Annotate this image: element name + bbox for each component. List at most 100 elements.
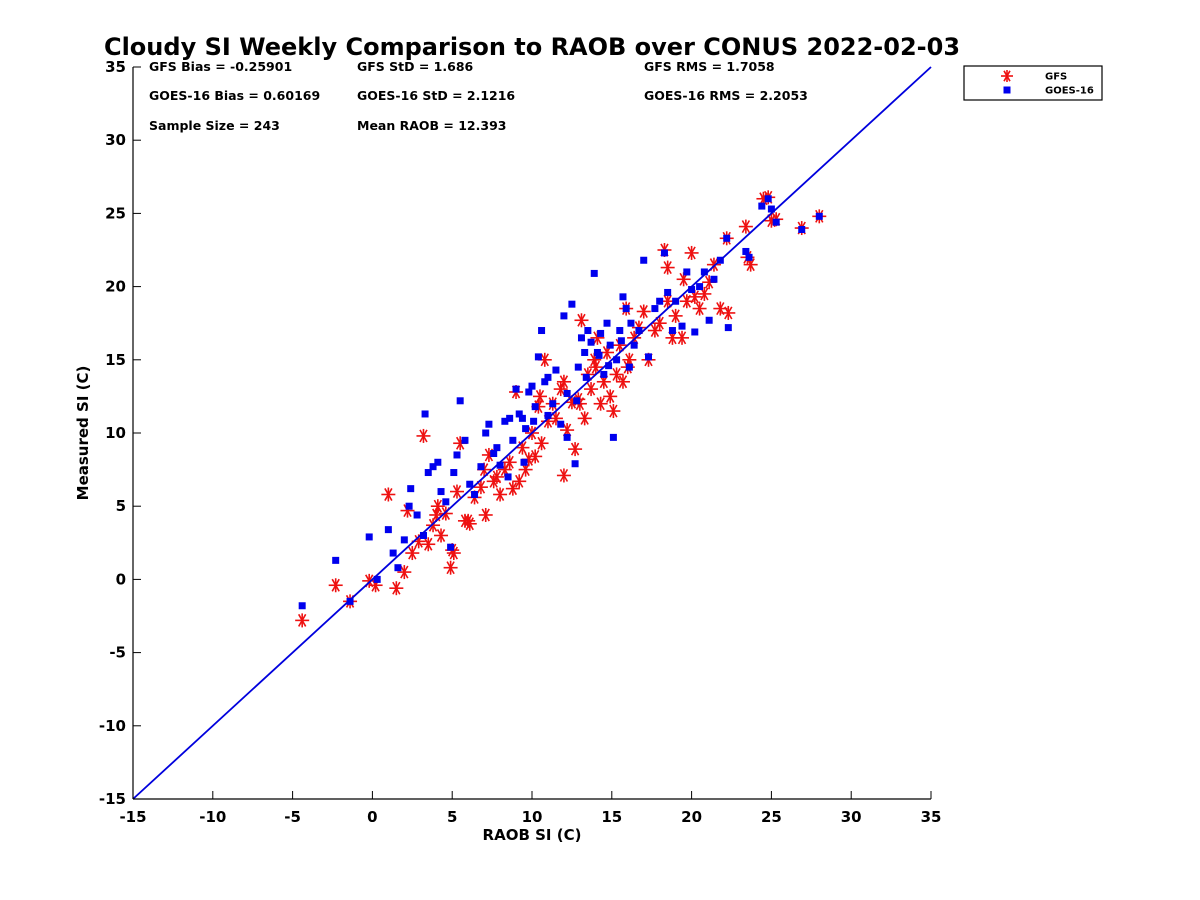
- stat-text: GOES-16 RMS = 2.2053: [644, 88, 808, 103]
- goes16-point: [630, 341, 638, 349]
- goes16-point: [625, 363, 633, 371]
- y-tick-label: -15: [99, 790, 126, 808]
- goes16-point: [541, 378, 549, 386]
- stat-text: Sample Size = 243: [149, 118, 280, 133]
- legend-label: GOES-16: [1045, 86, 1094, 97]
- goes16-point: [605, 362, 613, 370]
- goes16-point: [450, 469, 458, 477]
- gfs-point: [421, 537, 436, 552]
- goes16-point: [563, 433, 571, 441]
- axes: -15 -10 -5 0 5 10 15 20 25 30 35 -15 -10 -5 0 5 10 15 20 25…: [99, 58, 942, 826]
- goes16-point: [518, 414, 526, 422]
- goes16-point: [613, 356, 621, 364]
- goes16-point: [745, 253, 753, 261]
- x-tick-label: -10: [199, 808, 226, 826]
- goes16-point: [466, 480, 474, 488]
- goes16-point: [389, 549, 397, 557]
- goes16-point: [627, 319, 635, 327]
- gfs-point: [593, 396, 608, 411]
- goes16-point: [419, 531, 427, 539]
- goes16-point: [544, 373, 552, 381]
- gfs-point: [668, 308, 683, 323]
- stat-text: GFS Bias = -0.25901: [149, 59, 292, 74]
- goes16-point: [577, 334, 585, 342]
- gfs-point: [684, 245, 699, 260]
- goes16-point: [568, 300, 576, 308]
- goes16-point: [557, 420, 565, 428]
- goes16-point: [405, 502, 413, 510]
- goes16-point: [429, 463, 437, 471]
- legend-label: GFS: [1045, 72, 1067, 83]
- x-tick-label: -15: [119, 808, 146, 826]
- y-tick-label: 20: [105, 278, 126, 296]
- goes16-point: [298, 602, 306, 610]
- goes16-point: [581, 348, 589, 356]
- goes16-point: [520, 458, 528, 466]
- goes16-point: [764, 195, 772, 203]
- goes16-point: [606, 341, 614, 349]
- series-goes-16: [298, 195, 823, 610]
- x-tick-label: 15: [601, 808, 622, 826]
- goes16-point: [815, 212, 823, 220]
- legend: GFS GOES-16: [963, 65, 1103, 101]
- goes16-point: [688, 286, 696, 294]
- goes16-point: [573, 397, 581, 405]
- x-tick-label: 5: [447, 808, 457, 826]
- gfs-point: [405, 546, 420, 561]
- gfs-point: [400, 503, 415, 518]
- goes16-point: [651, 305, 659, 313]
- stat-text: GOES-16 StD = 2.1216: [357, 88, 515, 103]
- gfs-point: [556, 374, 571, 389]
- goes16-point: [506, 414, 514, 422]
- stat-text: GOES-16 Bias = 0.60169: [149, 88, 320, 103]
- goes16-point: [485, 420, 493, 428]
- y-tick-label: 35: [105, 58, 126, 76]
- x-tick-label: 20: [681, 808, 702, 826]
- goes16-point: [597, 329, 605, 337]
- goes16-point: [683, 268, 691, 276]
- goes16-point: [678, 322, 686, 330]
- goes16-point: [616, 327, 624, 335]
- goes16-point: [528, 382, 536, 390]
- goes16-point: [560, 312, 568, 320]
- x-tick-label: -5: [284, 808, 301, 826]
- goes16-point: [571, 460, 579, 468]
- goes16-point: [772, 218, 780, 226]
- reference-line: [132, 66, 932, 800]
- gfs-point: [461, 513, 476, 528]
- data-points: [295, 190, 827, 628]
- gfs-point: [697, 286, 712, 301]
- x-tick-label: 35: [921, 808, 942, 826]
- goes16-point: [531, 403, 539, 411]
- goes16-point: [724, 324, 732, 332]
- gfs-legend-marker: [1001, 70, 1013, 82]
- goes16-point: [509, 436, 517, 444]
- gfs-point: [449, 484, 464, 499]
- goes16-point: [544, 411, 552, 419]
- goes16-point: [656, 297, 664, 305]
- goes16-point: [645, 353, 653, 361]
- goes16-point: [617, 337, 625, 345]
- gfs-point: [397, 565, 412, 580]
- goes16-point: [767, 205, 775, 213]
- goes16-point: [471, 490, 479, 498]
- x-tick-label: 0: [367, 808, 377, 826]
- goes16-point: [622, 305, 630, 313]
- gfs-point: [502, 455, 517, 470]
- goes16-point: [477, 463, 485, 471]
- goes16-point: [590, 269, 598, 277]
- goes16-point: [723, 234, 731, 242]
- goes16-point: [584, 327, 592, 335]
- goes16-point: [400, 536, 408, 544]
- gfs-point: [553, 382, 568, 397]
- gfs-point: [528, 449, 543, 464]
- stat-text: GFS StD = 1.686: [357, 59, 474, 74]
- gfs-point: [556, 468, 571, 483]
- gfs-point: [381, 487, 396, 502]
- goes16-point: [421, 410, 429, 418]
- goes16-point: [413, 511, 421, 519]
- goes16-legend-marker: [1003, 86, 1011, 94]
- gfs-point: [609, 367, 624, 382]
- x-tick-label: 10: [522, 808, 543, 826]
- gfs-point: [675, 330, 690, 345]
